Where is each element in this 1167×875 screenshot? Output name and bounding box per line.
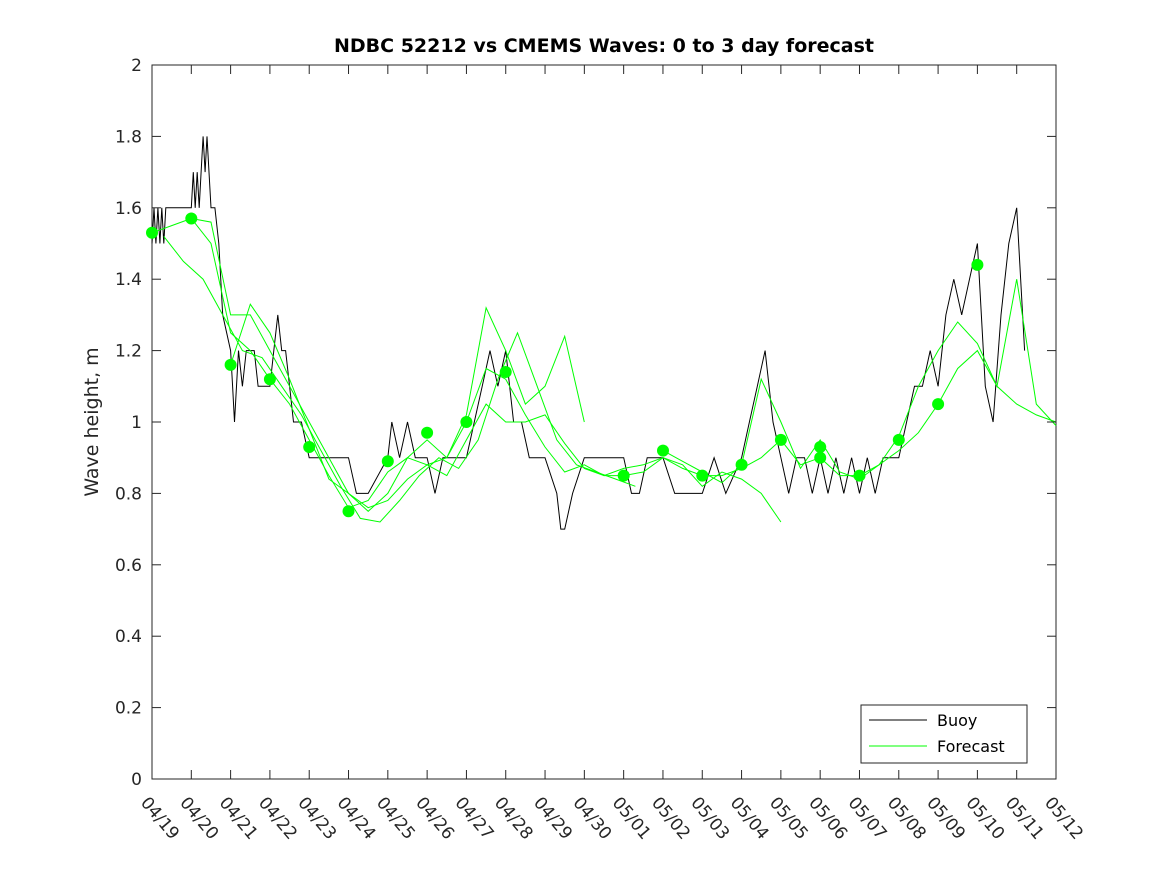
forecast-marker-17 xyxy=(853,469,866,482)
forecast-marker-15 xyxy=(814,451,827,464)
forecast-marker-18 xyxy=(892,433,905,446)
legend-label-forecast: Forecast xyxy=(937,737,1005,756)
forecast-marker-5 xyxy=(342,505,355,518)
y-tick-label: 0.8 xyxy=(115,484,142,504)
y-tick-label: 2 xyxy=(131,56,142,76)
forecast-marker-10 xyxy=(617,469,630,482)
forecast-marker-19 xyxy=(932,398,945,411)
plot-area xyxy=(151,64,1057,780)
forecast-marker-14 xyxy=(774,433,787,446)
forecast-marker-0 xyxy=(146,226,158,239)
forecast-marker-20 xyxy=(971,258,984,271)
series-line-4 xyxy=(230,303,782,523)
forecast-marker-2 xyxy=(224,358,237,371)
forecast-marker-13 xyxy=(735,458,748,471)
forecast-marker-1 xyxy=(185,212,198,225)
y-tick-label: 1.4 xyxy=(115,270,142,290)
series-line-2 xyxy=(163,236,636,523)
y-tick-label: 1 xyxy=(131,413,142,433)
y-tick-label: 1.6 xyxy=(115,199,142,219)
y-tick-label: 0.6 xyxy=(115,556,142,576)
y-tick-label: 0.2 xyxy=(115,699,142,719)
forecast-marker-4 xyxy=(303,441,316,453)
forecast-marker-7 xyxy=(421,426,434,439)
y-tick-label: 0.4 xyxy=(115,627,142,647)
forecast-marker-11 xyxy=(657,444,669,457)
forecast-marker-8 xyxy=(460,416,473,428)
marker-layer xyxy=(146,212,984,518)
series-line-3 xyxy=(191,218,585,512)
y-tick-label: 0 xyxy=(131,770,142,790)
forecast-marker-3 xyxy=(263,373,276,386)
y-axis: 0 0.2 0.4 0.6 0.8 1 1.2 1.4 1.6 1.8 2 xyxy=(115,56,1056,790)
legend-label-buoy: Buoy xyxy=(937,711,977,730)
y-axis-label: Wave height, m xyxy=(81,347,103,496)
y-tick-label: 1.8 xyxy=(115,127,142,147)
forecast-marker-12 xyxy=(696,469,709,482)
chart-title: NDBC 52212 vs CMEMS Waves: 0 to 3 day fo… xyxy=(334,35,874,57)
forecast-marker-16 xyxy=(814,441,827,453)
y-tick-label: 1.2 xyxy=(115,342,142,362)
forecast-marker-6 xyxy=(381,455,394,468)
legend: Buoy Forecast xyxy=(860,704,1028,764)
forecast-marker-9 xyxy=(499,366,512,378)
legend-box xyxy=(860,704,1028,764)
